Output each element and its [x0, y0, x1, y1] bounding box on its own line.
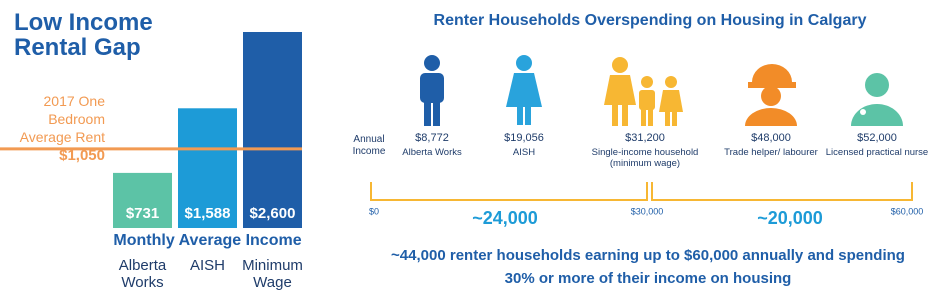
x-axis-label: Monthly Average Income: [113, 232, 302, 249]
value-label: $1,588: [185, 205, 231, 222]
icon-nurse: [851, 73, 903, 126]
x-tick-label: Alberta Works: [118, 257, 167, 291]
bar: [178, 108, 237, 228]
x-tick-label: AISH: [189, 257, 225, 274]
footer-line: 30% or more of their income on housing: [504, 270, 792, 288]
scale-label: $0: [369, 206, 379, 216]
item-amount: $8,772: [415, 132, 449, 144]
info-title: Renter Households Overspending on Housin…: [433, 12, 867, 29]
icon-woman: [506, 55, 542, 125]
scale-label: $30,000: [631, 206, 664, 216]
footer: ~44,000 renter households earning up to …: [360, 244, 936, 291]
range-label: ~24,000: [472, 208, 538, 228]
reference-label: $1,050: [59, 147, 105, 164]
range-label: ~20,000: [757, 208, 823, 228]
item-label: Licensed practical nurse: [825, 147, 929, 158]
chart-title: Low Income Rental Gap: [14, 9, 153, 62]
item-label: AISH: [512, 147, 536, 158]
item-label: Trade helper/ labourer: [724, 147, 818, 158]
item-amount: $52,000: [857, 132, 897, 144]
item-amount: $48,000: [751, 132, 791, 144]
row-label: Annual Income: [352, 134, 386, 157]
bar: [243, 32, 302, 228]
x-tick-label: Minimum Wage: [242, 257, 303, 291]
item-amount: $31,200: [625, 132, 665, 144]
item-label: Alberta Works: [402, 147, 462, 158]
icon-worker: [745, 64, 797, 126]
bar: [113, 172, 172, 228]
icon-family: [604, 57, 683, 126]
value-label: $2,600: [250, 205, 296, 222]
reference-text: 2017 One Bedroom Average Rent: [19, 93, 105, 146]
item-label: Single-income household (minimum wage): [591, 147, 699, 170]
item-amount: $19,056: [504, 132, 544, 144]
icon-man: [420, 55, 444, 126]
scale-label: $60,000: [891, 206, 924, 216]
bracket: [370, 182, 913, 201]
value-label: $731: [126, 205, 159, 222]
footer-line: ~44,000 renter households earning up to …: [391, 247, 905, 264]
